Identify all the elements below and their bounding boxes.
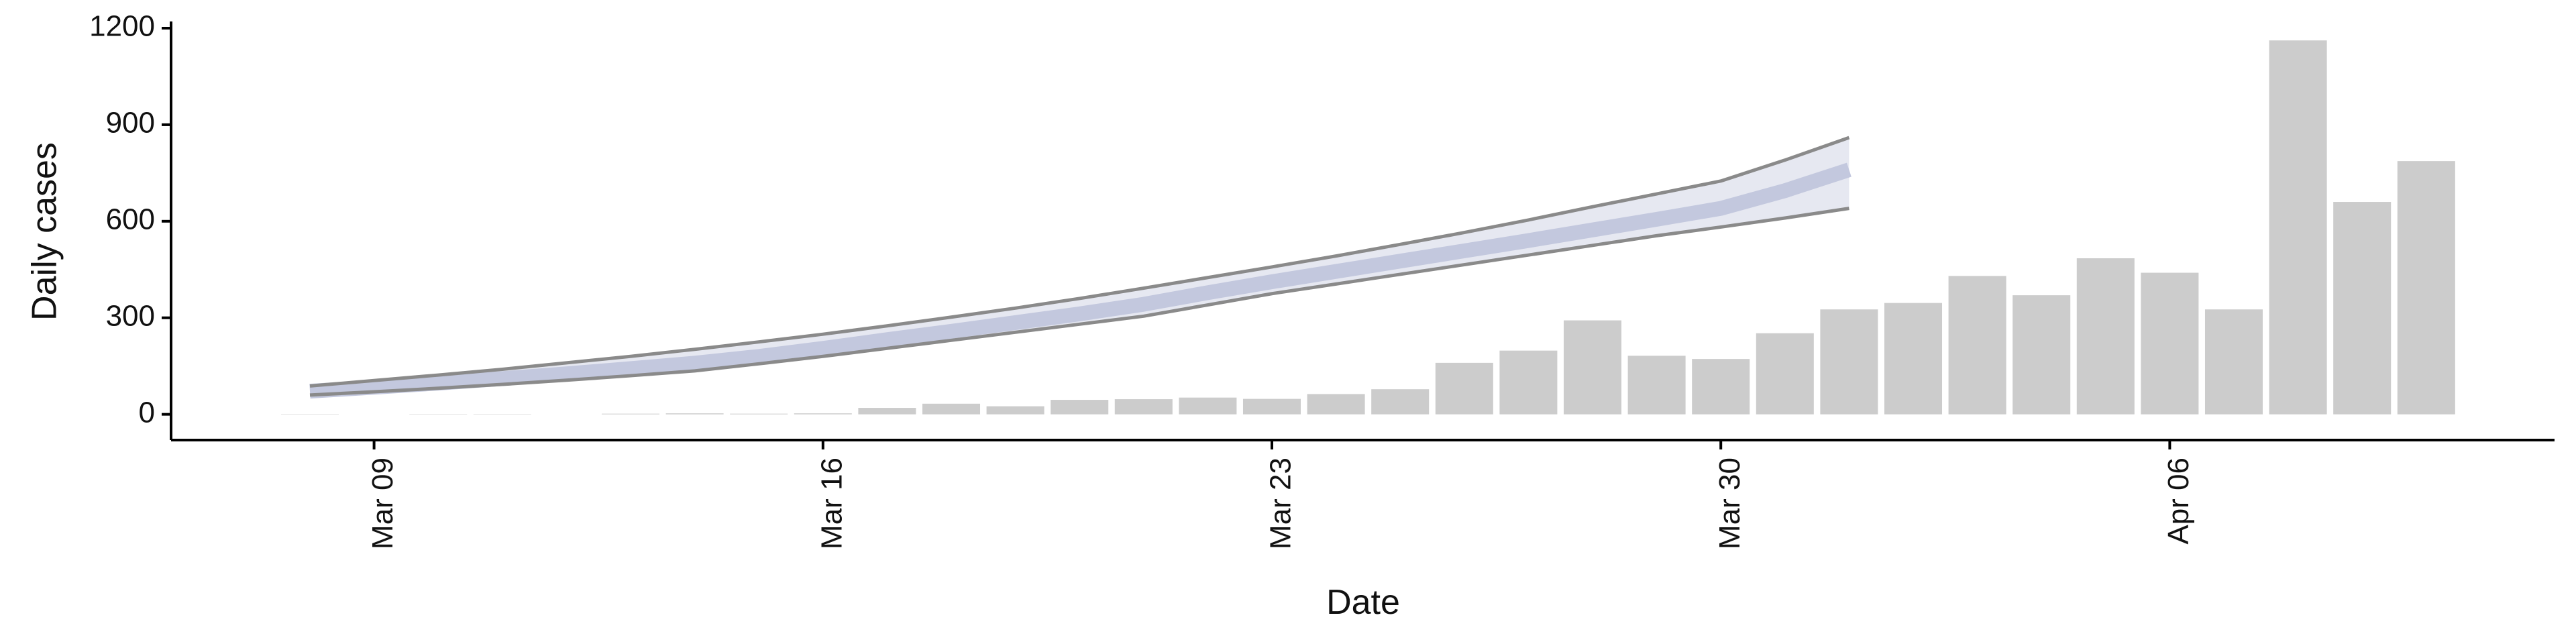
- x-tick-label: Mar 16: [815, 458, 848, 549]
- median-line: [309, 162, 1851, 399]
- bar: [1692, 359, 1750, 415]
- bar: [1499, 350, 1558, 415]
- bar: [794, 413, 852, 415]
- upper-line: [309, 136, 1850, 388]
- bar: [601, 413, 660, 415]
- bar: [1563, 320, 1622, 415]
- x-tick-label: Mar 30: [1713, 458, 1746, 549]
- bar: [2141, 272, 2199, 415]
- bar: [986, 406, 1044, 415]
- y-tick-label: 900: [106, 107, 155, 140]
- x-tick-label: Mar 09: [366, 458, 399, 549]
- bar: [1242, 398, 1301, 415]
- y-tick-label: 1200: [89, 10, 155, 43]
- y-axis-title: Daily cases: [25, 142, 64, 321]
- bar: [922, 403, 981, 415]
- bar: [2012, 295, 2071, 415]
- bar: [1307, 394, 1365, 415]
- bar: [1627, 356, 1686, 415]
- bar: [2204, 309, 2263, 415]
- lower-line: [309, 207, 1849, 397]
- bar: [1884, 303, 1943, 415]
- bar: [2076, 258, 2135, 415]
- bar: [1756, 333, 1814, 415]
- bar: [858, 408, 916, 415]
- x-tick-label: Apr 06: [2162, 458, 2195, 545]
- bar: [2397, 161, 2455, 415]
- y-tick-label: 0: [139, 396, 155, 429]
- bar: [665, 413, 724, 415]
- x-tick-label: Mar 23: [1265, 458, 1297, 549]
- bar: [2269, 40, 2327, 415]
- y-tick-label: 300: [106, 299, 155, 332]
- bar: [1435, 362, 1493, 415]
- x-axis-title: Date: [1326, 583, 1400, 622]
- bar: [1948, 276, 2006, 415]
- bar: [1371, 389, 1430, 415]
- y-tick-label: 600: [106, 203, 155, 235]
- bar: [1051, 400, 1109, 415]
- bar: [1114, 399, 1173, 415]
- bar: [730, 413, 788, 415]
- bar: [1820, 309, 1878, 415]
- bar: [2333, 202, 2392, 415]
- bar: [1179, 397, 1237, 415]
